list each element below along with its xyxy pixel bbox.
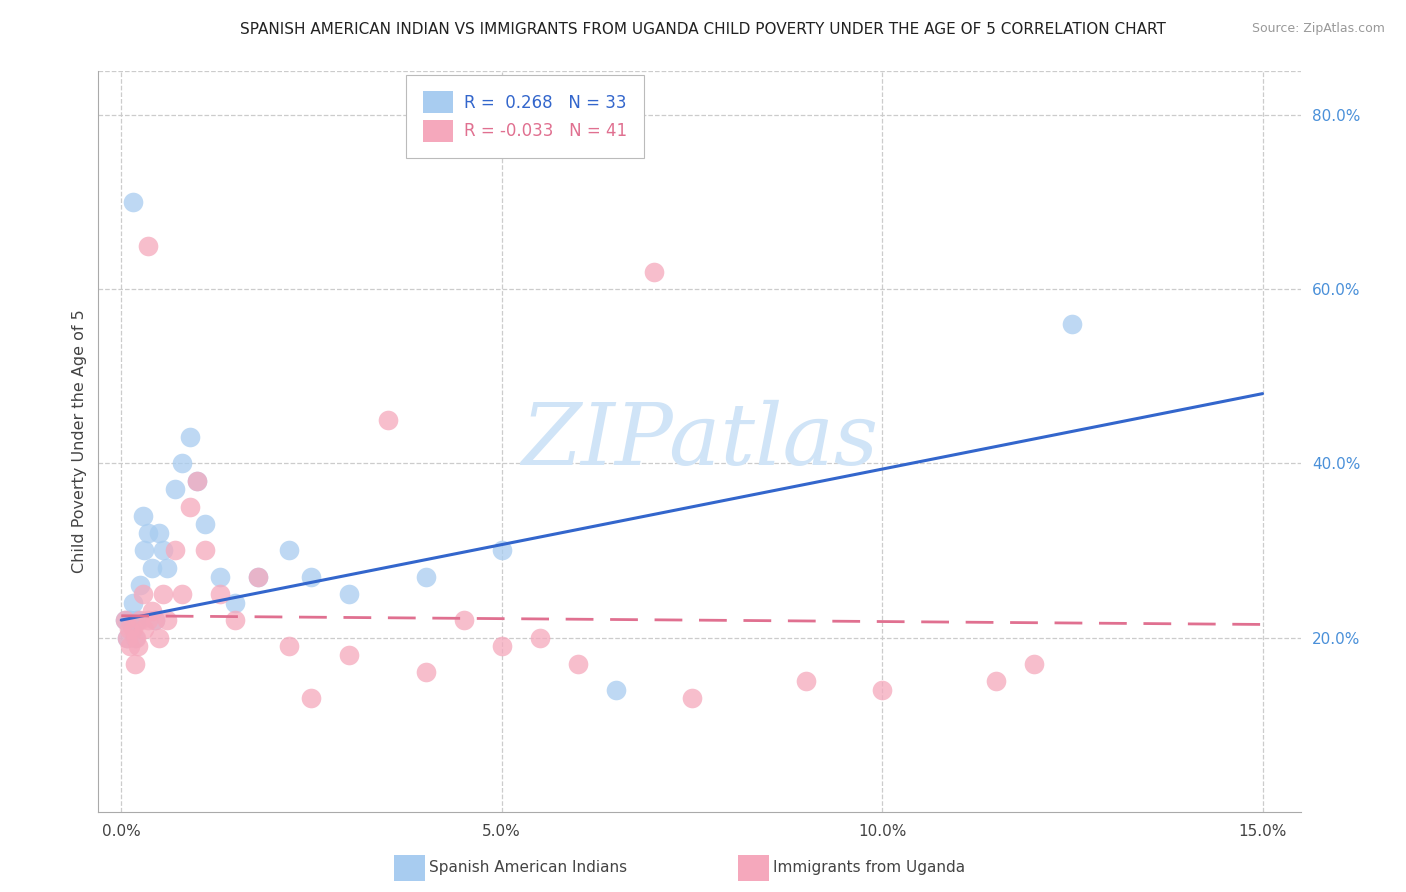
Point <box>209 587 232 601</box>
Point <box>152 543 174 558</box>
Point <box>643 265 665 279</box>
Text: Spanish American Indians: Spanish American Indians <box>429 861 627 875</box>
Point <box>120 639 142 653</box>
Point <box>156 561 179 575</box>
Y-axis label: Child Poverty Under the Age of 5: Child Poverty Under the Age of 5 <box>72 310 87 574</box>
Point <box>136 613 159 627</box>
Point <box>794 674 817 689</box>
Point <box>132 543 155 558</box>
Text: ZIPatlas: ZIPatlas <box>520 401 879 483</box>
Point <box>453 613 475 627</box>
Point <box>117 631 139 645</box>
Point <box>131 587 153 601</box>
Point <box>186 474 208 488</box>
Point <box>117 631 139 645</box>
Point <box>986 674 1008 689</box>
Point <box>301 569 323 583</box>
Text: Immigrants from Uganda: Immigrants from Uganda <box>773 861 966 875</box>
Point <box>148 526 170 541</box>
Point <box>605 682 627 697</box>
Point <box>152 587 174 601</box>
Point <box>339 587 361 601</box>
Point <box>1024 657 1046 671</box>
Point <box>121 194 143 209</box>
Point <box>145 613 167 627</box>
Point <box>121 596 143 610</box>
Point <box>131 508 153 523</box>
Point <box>529 631 551 645</box>
Point <box>247 569 270 583</box>
Point <box>567 657 589 671</box>
Point <box>277 543 299 558</box>
Point <box>491 639 513 653</box>
Point <box>377 413 399 427</box>
Point <box>870 682 893 697</box>
Point <box>145 613 167 627</box>
Point <box>136 526 159 541</box>
Point <box>129 613 152 627</box>
Point <box>121 622 143 636</box>
Point <box>681 691 703 706</box>
Point <box>1062 317 1084 331</box>
Point <box>141 604 163 618</box>
Point <box>120 613 142 627</box>
Point <box>163 483 186 497</box>
Text: SPANISH AMERICAN INDIAN VS IMMIGRANTS FROM UGANDA CHILD POVERTY UNDER THE AGE OF: SPANISH AMERICAN INDIAN VS IMMIGRANTS FR… <box>240 22 1166 37</box>
Point <box>172 587 194 601</box>
Point <box>125 631 148 645</box>
Point <box>118 622 141 636</box>
Point <box>124 657 146 671</box>
Point <box>132 622 155 636</box>
Point <box>491 543 513 558</box>
Point <box>172 456 194 470</box>
Point <box>179 500 201 514</box>
Point <box>194 517 217 532</box>
Point <box>186 474 208 488</box>
Point <box>129 578 152 592</box>
Point <box>224 596 246 610</box>
Point <box>114 613 136 627</box>
Point <box>136 238 159 252</box>
Point <box>118 613 141 627</box>
Point <box>114 613 136 627</box>
Point <box>224 613 246 627</box>
Point <box>124 631 146 645</box>
Point <box>163 543 186 558</box>
Point <box>127 613 149 627</box>
Point <box>148 631 170 645</box>
Point <box>141 561 163 575</box>
Point <box>125 613 148 627</box>
Point <box>127 639 149 653</box>
Point <box>194 543 217 558</box>
Point <box>156 613 179 627</box>
Legend: R =  0.268   N = 33, R = -0.033   N = 41: R = 0.268 N = 33, R = -0.033 N = 41 <box>411 79 640 153</box>
Point <box>415 665 437 680</box>
Point <box>209 569 232 583</box>
Point <box>277 639 299 653</box>
Text: Source: ZipAtlas.com: Source: ZipAtlas.com <box>1251 22 1385 36</box>
Point <box>339 648 361 662</box>
Point <box>301 691 323 706</box>
Point <box>247 569 270 583</box>
Point <box>415 569 437 583</box>
Point <box>179 430 201 444</box>
